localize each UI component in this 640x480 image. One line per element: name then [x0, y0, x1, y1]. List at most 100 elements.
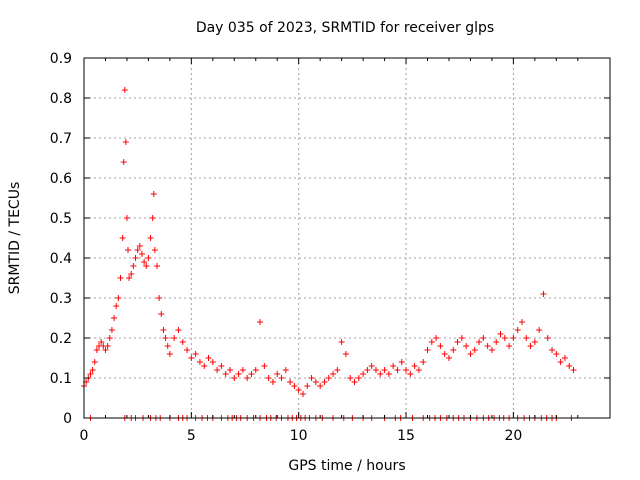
data-point	[549, 347, 556, 353]
data-point	[117, 275, 124, 281]
data-point	[325, 375, 332, 381]
data-point	[89, 367, 96, 373]
data-point	[433, 335, 440, 341]
x-axis-label: GPS time / hours	[288, 458, 405, 474]
data-point	[87, 371, 94, 377]
data-point	[149, 215, 156, 221]
data-point	[147, 235, 154, 241]
data-point	[317, 383, 324, 389]
data-point	[347, 375, 354, 381]
data-point	[175, 327, 182, 333]
data-point	[510, 335, 517, 341]
data-point	[441, 351, 448, 357]
y-tick-label: 0.3	[50, 291, 72, 307]
data-point	[209, 359, 216, 365]
data-point	[192, 351, 199, 357]
data-point	[98, 339, 105, 345]
data-point	[120, 159, 127, 165]
data-point	[390, 363, 397, 369]
data-point	[553, 351, 560, 357]
data-point	[394, 367, 401, 373]
data-point	[126, 275, 133, 281]
data-point	[231, 375, 238, 381]
data-point	[93, 347, 100, 353]
data-point	[312, 379, 319, 385]
data-point	[536, 327, 543, 333]
data-point	[445, 355, 452, 361]
data-point	[518, 319, 525, 325]
data-point	[364, 367, 371, 373]
y-tick-label: 0.4	[50, 251, 72, 267]
data-point	[523, 335, 530, 341]
data-point	[368, 363, 375, 369]
data-point	[458, 335, 465, 341]
data-point	[134, 247, 141, 253]
data-point	[557, 359, 564, 365]
data-point	[360, 371, 367, 377]
y-tick-label: 0.8	[50, 91, 72, 107]
data-point	[351, 379, 358, 385]
data-point	[145, 255, 152, 261]
data-point	[150, 191, 157, 197]
data-point	[506, 343, 513, 349]
data-point	[222, 371, 229, 377]
data-point	[561, 355, 568, 361]
data-point	[171, 335, 178, 341]
data-point	[143, 263, 150, 269]
data-point	[269, 379, 276, 385]
data-point	[330, 371, 337, 377]
data-point	[257, 319, 264, 325]
data-point	[123, 215, 130, 221]
x-tick-label: 5	[187, 428, 196, 444]
data-point	[398, 359, 405, 365]
data-point	[102, 347, 109, 353]
data-point	[321, 379, 328, 385]
plot-frame	[83, 57, 611, 419]
data-point	[141, 259, 148, 265]
data-point	[156, 295, 163, 301]
data-point	[411, 363, 418, 369]
data-point	[484, 343, 491, 349]
data-point	[385, 371, 392, 377]
data-point	[122, 139, 129, 145]
data-point	[130, 263, 137, 269]
data-point	[566, 363, 573, 369]
data-point	[377, 371, 384, 377]
data-point	[295, 387, 302, 393]
data-point	[184, 347, 191, 353]
data-point	[218, 363, 225, 369]
data-point	[407, 371, 414, 377]
data-point	[164, 343, 171, 349]
data-point	[570, 367, 577, 373]
data-point	[106, 335, 113, 341]
data-point	[278, 375, 285, 381]
data-point	[497, 331, 504, 337]
data-point	[188, 355, 195, 361]
data-point	[467, 351, 474, 357]
data-point	[111, 315, 118, 321]
data-point	[91, 359, 98, 365]
data-point	[104, 343, 111, 349]
data-point	[287, 379, 294, 385]
data-point	[531, 339, 538, 345]
data-point	[244, 375, 251, 381]
data-point	[403, 367, 410, 373]
y-tick-label: 0.7	[50, 131, 72, 147]
data-point	[121, 87, 128, 93]
data-point	[132, 255, 139, 261]
data-point	[179, 339, 186, 345]
data-point	[342, 351, 349, 357]
data-point	[488, 347, 495, 353]
data-point	[214, 367, 221, 373]
data-point	[450, 347, 457, 353]
x-tick-label: 15	[397, 428, 415, 444]
y-tick-label: 0.5	[50, 211, 72, 227]
data-point	[113, 303, 120, 309]
y-tick-label: 0.9	[50, 51, 72, 67]
data-point	[544, 335, 551, 341]
data-point	[527, 343, 534, 349]
y-tick-label: 0.6	[50, 171, 72, 187]
data-point	[162, 335, 169, 341]
